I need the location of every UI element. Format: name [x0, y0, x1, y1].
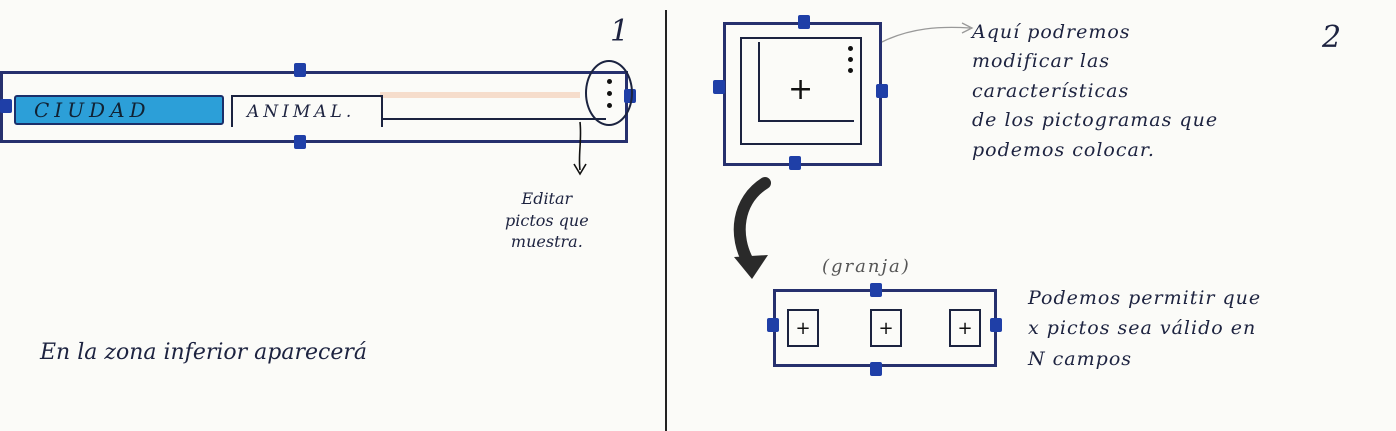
resize-handle-bottom[interactable] [294, 135, 306, 149]
dot-icon [848, 68, 853, 73]
modify-note-line: podemos colocar. [972, 138, 1155, 161]
dot-icon [606, 90, 612, 96]
resize-handle-left[interactable] [767, 318, 779, 332]
resize-handle-right[interactable] [990, 318, 1002, 332]
pictogram-slot[interactable]: + [949, 309, 981, 347]
chip-ciudad[interactable]: CIUDAD [14, 95, 224, 125]
modify-note-line: modificar las [972, 50, 1111, 73]
bottom-text: En la zona inferior aparecerá [40, 340, 367, 365]
modify-note-line: Aquí podremos [972, 21, 1131, 43]
modify-note-line: características [972, 79, 1130, 102]
resize-handle-right[interactable] [876, 84, 888, 98]
modify-note-line: de los pictogramas que [972, 109, 1219, 132]
pictogram-slot[interactable]: + [787, 309, 819, 347]
multi-note-line: x pictos sea válido en [1028, 317, 1257, 340]
resize-handle-bottom[interactable] [870, 362, 882, 376]
edit-note: Editar pictos que muestra. [505, 188, 589, 253]
kebab-menu-icon[interactable] [585, 60, 633, 126]
curved-arrow-icon [733, 177, 771, 279]
edit-note-line: Editar [521, 189, 573, 208]
pictogram-frame [740, 37, 862, 145]
pointer-arrow-icon [881, 22, 974, 43]
dot-icon [848, 57, 853, 62]
resize-handle-bottom[interactable] [789, 156, 801, 170]
multi-note-line: N campos [1028, 347, 1133, 370]
panel-divider [665, 10, 667, 431]
highlight-stroke [380, 92, 580, 98]
plus-icon[interactable]: + [788, 72, 814, 107]
resize-handle-top[interactable] [294, 63, 306, 77]
arrow-down-icon [573, 121, 587, 176]
resize-handle-top[interactable] [870, 283, 882, 297]
pictogram-placeholder [758, 42, 854, 122]
page-number-1: 1 [610, 14, 630, 49]
multi-note-line: Podemos permitir que [1028, 287, 1262, 309]
chip-animal[interactable]: ANIMAL. [231, 95, 383, 127]
resize-handle-left[interactable] [0, 99, 12, 113]
resize-handle-top[interactable] [798, 15, 810, 29]
group-label: (granja) [822, 256, 911, 277]
dot-icon [848, 46, 853, 51]
multi-note: Podemos permitir que x pictos sea válido… [1028, 283, 1261, 374]
dot-icon [606, 102, 612, 108]
edit-note-line: muestra. [510, 232, 583, 252]
animal-underline [381, 118, 606, 120]
pictogram-slot[interactable]: + [870, 309, 902, 347]
edit-note-line: pictos que [505, 210, 589, 230]
modify-note: Aquí podremos modificar las característi… [972, 18, 1218, 165]
resize-handle-left[interactable] [713, 80, 725, 94]
kebab-menu-icon[interactable] [848, 46, 853, 73]
page-number-2: 2 [1322, 20, 1342, 55]
dot-icon [606, 78, 612, 84]
